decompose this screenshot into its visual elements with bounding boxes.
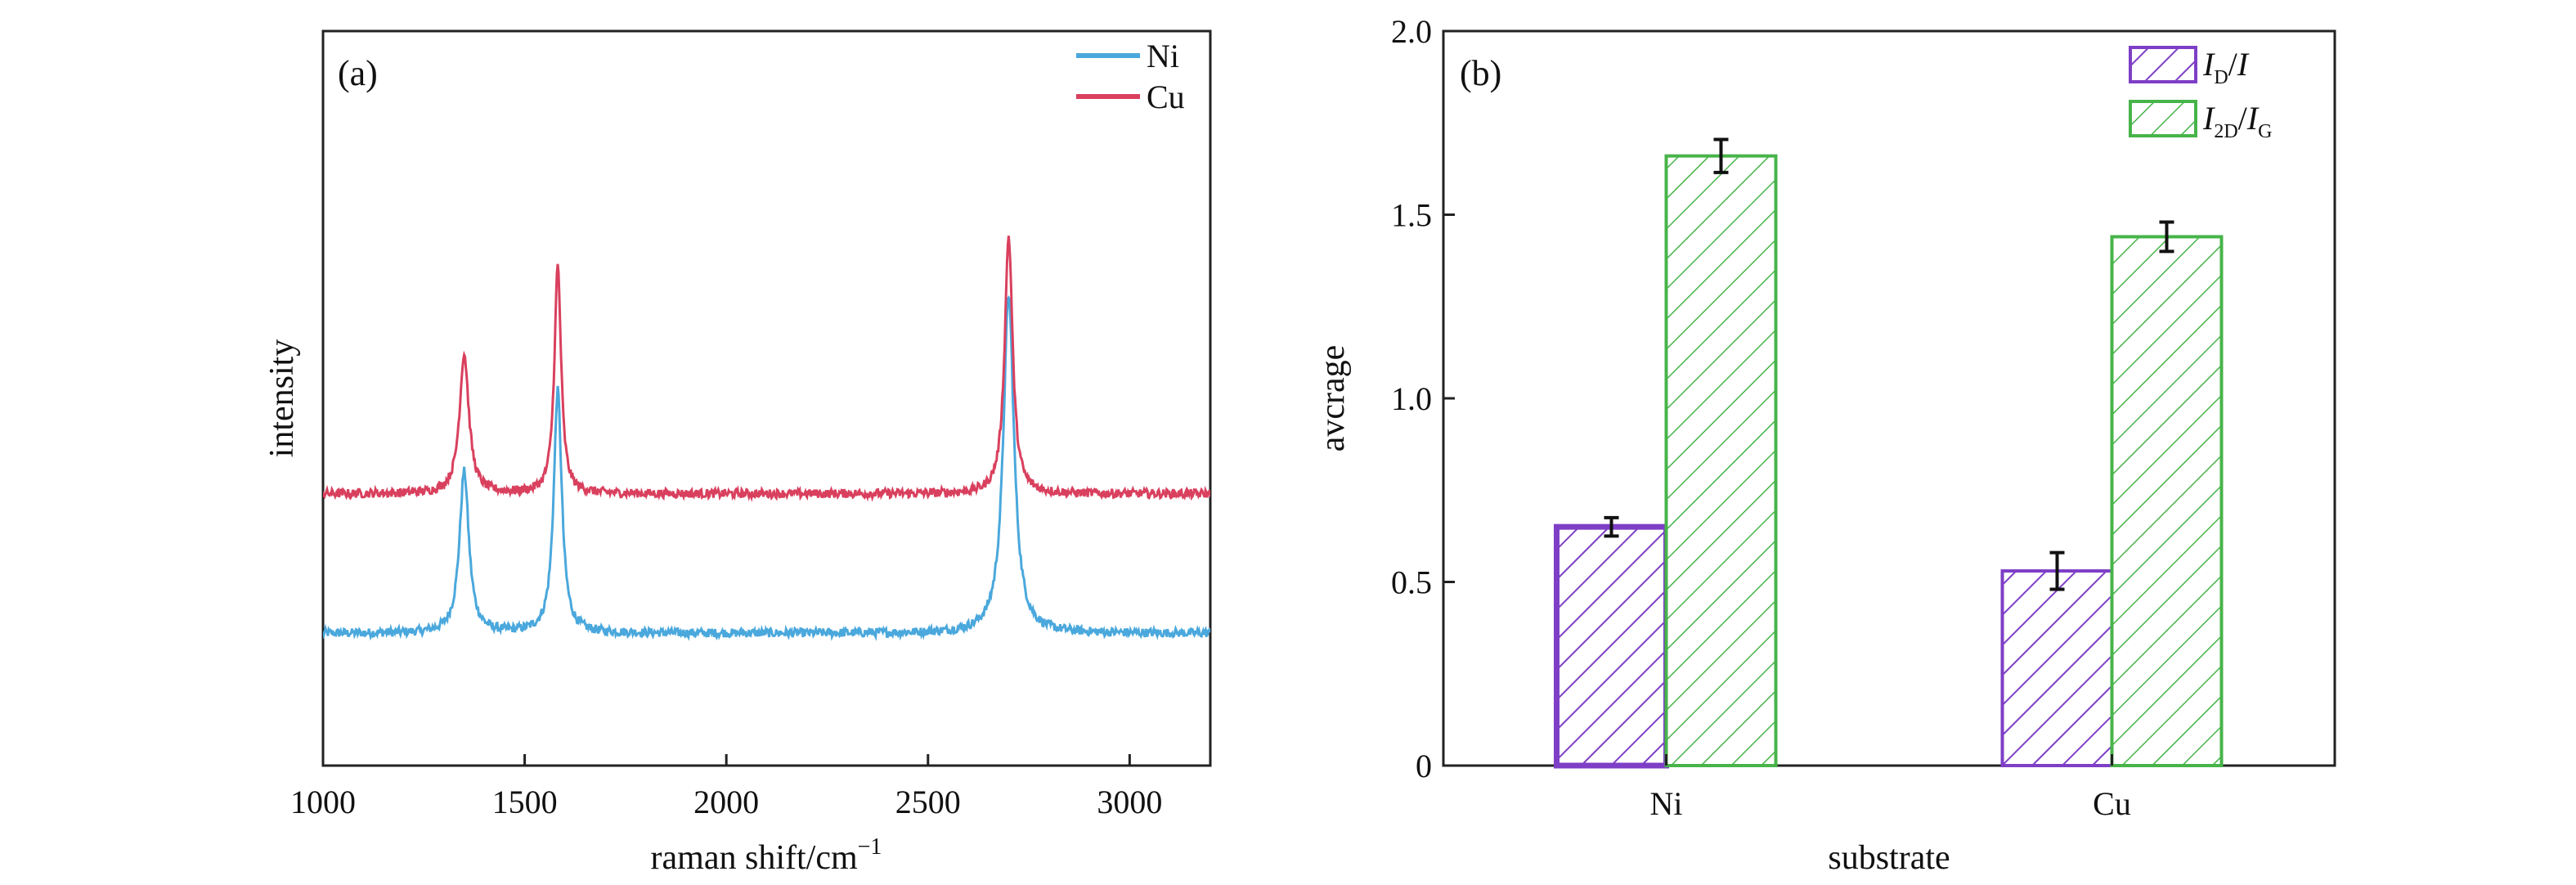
y-tick-label-b: 2.0 bbox=[1391, 13, 1432, 50]
bars bbox=[1554, 137, 2224, 769]
x-axis-title-a: raman shift/cm−1 bbox=[651, 834, 882, 877]
spectra-lines bbox=[323, 236, 1210, 642]
category-label-cu: Cu bbox=[2093, 785, 2131, 822]
x-tick-label-a: 1000 bbox=[290, 784, 356, 820]
legend-swatch-series-1 bbox=[2129, 100, 2197, 137]
legend-label-series-0: ID/I bbox=[2202, 46, 2250, 88]
error-bar bbox=[2049, 550, 2065, 591]
y-tick-label-b: 0.5 bbox=[1391, 564, 1432, 601]
legend-a: Ni Cu bbox=[1076, 38, 1185, 115]
bar-cu-series-0 bbox=[2000, 569, 2114, 768]
legend-b: ID/I I2D/IG bbox=[2129, 46, 2272, 142]
x-axis-title-a-sup: −1 bbox=[858, 834, 882, 860]
x-axis-ticks-a: 1000 1500 2000 2500 3000 bbox=[290, 754, 1162, 820]
spectrum-line-cu bbox=[323, 236, 1210, 503]
bar-ni-series-0 bbox=[1554, 523, 1669, 769]
error-bar bbox=[1713, 137, 1729, 174]
x-tick-label-a: 2500 bbox=[895, 784, 961, 820]
legend-label-series-1: I2D/IG bbox=[2202, 100, 2272, 142]
legend-label-ni: Ni bbox=[1147, 38, 1179, 74]
x-tick-label-a: 1500 bbox=[492, 784, 558, 820]
x-tick-label-a: 2000 bbox=[693, 784, 759, 820]
raman-spectra-chart: (a) 1000 1500 2000 2500 3000 Ni Cu raman shif… bbox=[263, 29, 1212, 877]
y-tick-label-b: 1.5 bbox=[1391, 197, 1432, 234]
y-axis-title-a: intensity bbox=[263, 339, 301, 458]
y-tick-label-b: 1.0 bbox=[1391, 380, 1432, 417]
x-axis-categories-b: Ni Cu bbox=[1650, 754, 2131, 822]
ratio-bar-chart: (b) 0 0.5 1.0 1.5 2.0 Ni Cu ID/I I2D/IG substr… bbox=[1314, 13, 2336, 877]
error-bar bbox=[1604, 515, 1619, 538]
bar-ni-series-1 bbox=[1664, 154, 1778, 768]
x-tick-label-a: 3000 bbox=[1097, 784, 1162, 820]
y-tick-label-b: 0 bbox=[1416, 748, 1432, 784]
y-axis-ticks-b: 0 0.5 1.0 1.5 2.0 bbox=[1391, 13, 1455, 784]
spectrum-line-ni bbox=[323, 294, 1210, 642]
legend-swatch-series-0 bbox=[2129, 46, 2197, 83]
panel-label-a: (a) bbox=[338, 53, 378, 93]
legend-label-cu: Cu bbox=[1147, 79, 1185, 115]
bar-cu-series-1 bbox=[2110, 235, 2224, 767]
error-bar bbox=[2159, 220, 2174, 254]
category-label-ni: Ni bbox=[1650, 785, 1683, 822]
x-axis-title-b: substrate bbox=[1828, 839, 1950, 877]
panel-label-b: (b) bbox=[1460, 53, 1501, 93]
y-axis-title-b: avcrage bbox=[1314, 345, 1352, 452]
plot-frame-a bbox=[321, 29, 1212, 767]
